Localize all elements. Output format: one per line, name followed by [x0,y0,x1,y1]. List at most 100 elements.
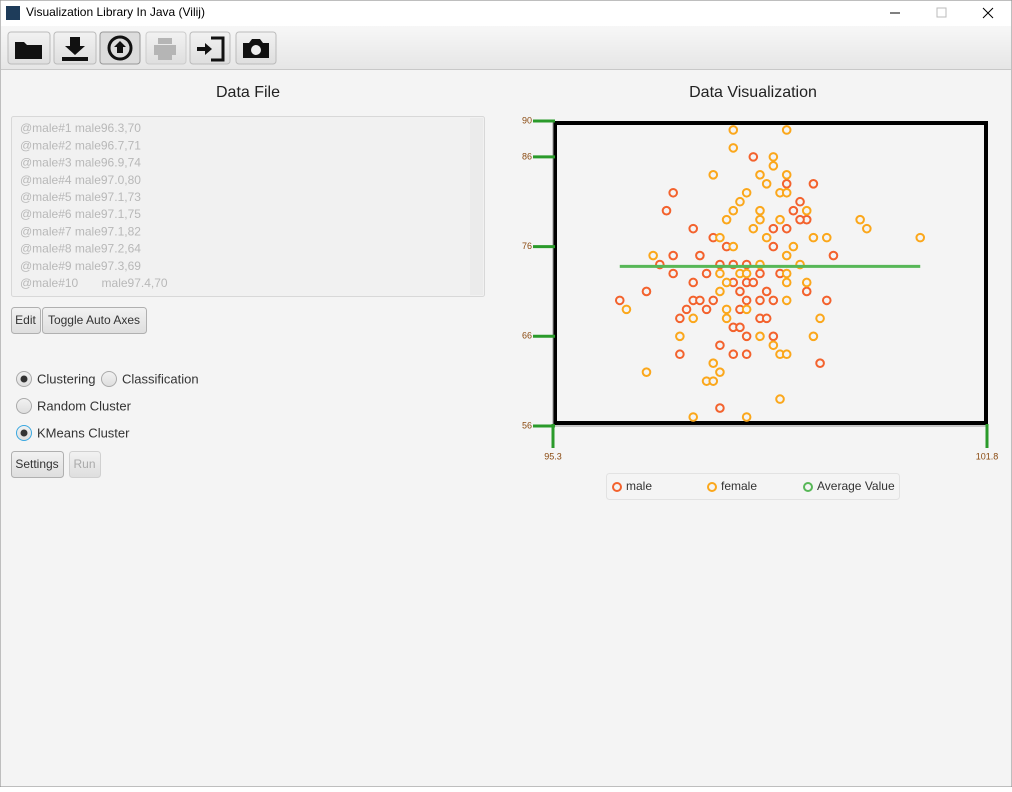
y-tick-label: 86 [522,151,532,161]
point [675,349,685,360]
point [728,349,739,360]
point [688,313,699,324]
y-tick-label: 90 [522,115,532,125]
point [721,304,732,315]
radio[interactable] [101,371,117,387]
legend-symbol [612,482,622,492]
point [781,268,792,279]
data-text-area[interactable] [11,116,485,297]
radio-label: Classification [122,371,199,386]
legend-label: male [626,479,652,493]
point [708,170,719,180]
point [815,313,825,324]
point [761,178,772,189]
point [721,277,732,288]
window-title: Visualization Library In Java (Vilij) [26,5,205,19]
point [775,214,785,225]
text-line: @male#9 male97.3,69 [20,259,141,273]
x-tick-label: 101.8 [976,451,999,461]
button[interactable] [11,307,41,334]
button-label: Toggle Auto Axes [48,313,140,327]
point [688,223,699,234]
point [821,232,832,243]
radio-dot [20,375,28,383]
point [775,394,785,404]
radio-label: KMeans Cluster [37,425,130,440]
maximize[interactable] [936,7,947,18]
point [755,268,765,279]
legend [606,473,900,500]
point [815,358,825,369]
point [862,223,872,234]
point [708,295,719,306]
point [701,268,712,279]
point [781,125,792,135]
point [641,367,652,377]
point [855,214,865,225]
load-arrow [114,41,126,53]
exit-arrow [197,43,212,55]
text-line: @male#7 male97.1,82 [20,224,141,238]
point [801,277,812,288]
point [808,232,819,243]
button[interactable] [11,451,64,478]
point [695,295,705,306]
point [781,223,792,234]
point [715,403,725,413]
point [728,205,739,216]
legend-symbol [707,482,717,492]
point [781,170,792,180]
point [748,152,759,162]
y-tick-label: 56 [522,420,532,430]
controls: Edit Toggle Auto Axes Clustering Classifica… [11,307,199,478]
point [715,232,725,243]
point [695,250,705,261]
point [661,205,672,216]
point [688,277,699,288]
point [641,286,652,297]
point [688,412,699,422]
point [781,277,792,288]
point [675,331,685,342]
button-label: Edit [15,313,36,327]
point [715,286,725,297]
button[interactable] [69,451,101,478]
load-icon [107,35,133,61]
button[interactable] [42,307,147,334]
point [741,349,752,360]
close[interactable] [982,7,994,19]
title-bar [1,1,1011,26]
point [648,250,658,261]
point [808,331,819,342]
button-label: Settings [15,457,58,471]
legend-label: Average Value [817,479,895,493]
point [761,313,772,324]
radio[interactable] [16,398,32,414]
new-icon [15,42,42,59]
radio-dot [20,429,28,437]
scrollbar[interactable] [470,118,483,295]
point [741,331,752,342]
chart: 56 66 76 86 90 95.3 101.8 [522,115,998,461]
point [755,295,765,306]
point [781,187,792,198]
text-lines: @male#1 male96.3,70 @male#2 male96.7,71 @m… [20,121,168,290]
point [915,232,926,243]
point [701,304,712,315]
text-line: @male#8 male97.2,64 [20,242,141,256]
point [668,187,678,198]
point [748,223,759,234]
point [721,214,732,225]
point [768,161,779,171]
exit-door [211,36,225,62]
legend-label: female [721,479,757,493]
point [708,376,719,386]
toolbar-buttons [7,31,277,65]
point [621,304,632,315]
text-line: @male#2 male96.7,71 [20,138,141,152]
plot-frame [553,121,988,425]
text-line: @male#4 male97.0,80 [20,173,141,187]
point [735,286,745,297]
point [715,268,725,279]
point [821,295,832,306]
